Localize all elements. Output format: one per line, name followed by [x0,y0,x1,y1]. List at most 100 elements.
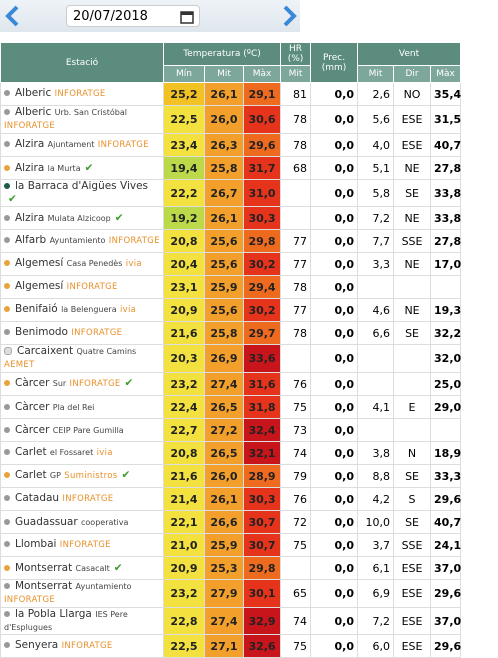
temp-cell: 26,5 [204,441,244,465]
station-cell: Benimodo INFORATGE [0,321,164,345]
value-cell: ESE [393,556,432,580]
temp-cell: 31,8 [242,395,282,419]
value-cell: 73 [280,418,312,442]
value-cell: 27,8 [430,156,461,180]
temp-cell: 22,5 [163,105,205,134]
station-name: Alberic [15,106,52,118]
temp-cell: 28,9 [242,464,282,488]
table-body: Alberic INFORATGE 25,2 26,1 29,1 81 0,0 2,6 NO 3… [0,82,461,658]
check-icon: ✔ [114,211,124,224]
status-dot [4,260,10,266]
station-cell: Carcaixent Quatre Camins AEMET [0,344,164,373]
station-row: Carlet el Fossaret ivia 20,8 26,5 32,1 74 0,0… [0,441,461,465]
temp-cell: 29,8 [242,229,282,253]
temp-cell: 25,3 [204,556,244,580]
station-name: Carcaixent [17,345,74,357]
value-cell: NO [393,82,432,106]
value-cell: 0,0 [310,607,359,635]
value-cell: 0,0 [310,395,359,419]
next-day[interactable] [278,4,300,28]
station-row: Alfarb Ayuntamiento INFORATGE 20,8 25,6 29,… [0,229,461,253]
station-name: Llombai [15,538,57,550]
station-row: Benifaió la Belenguera ivia 20,9 25,6 30,2 7… [0,298,461,322]
value-cell: 10,0 [357,510,395,534]
value-cell: NE [393,206,432,230]
value-cell: 6,6 [357,321,395,345]
station-name: Alberic [15,87,52,99]
calendar-icon[interactable] [180,10,194,24]
temp-cell: 26,0 [204,464,244,488]
temp-cell: 27,2 [204,418,244,442]
station-row: Algemesí Casa Penedès ivia 20,4 25,6 30,2 77… [0,252,461,276]
value-cell: 29,6 [430,487,461,511]
station-cell: Càrcer Sur INFORATGE ✔ [0,372,164,396]
temp-cell: 29,4 [242,275,282,299]
date-bar: 20/07/2018 [0,0,300,32]
temp-cell: 25,6 [204,298,244,322]
value-cell [357,344,395,373]
prev-day[interactable] [2,4,24,28]
value-cell: 0,0 [310,372,359,396]
value-cell: 35,4 [430,82,461,106]
th: Estació [0,42,164,83]
station-sub: cooperativa [81,517,129,527]
station-cell: Càrcer Pla del Rei [0,395,164,419]
station-sub: Mulata Alzicoop [47,213,111,223]
station-name: la Pobla Llarga [15,608,92,620]
value-cell [393,275,432,299]
value-cell: SSE [393,533,432,557]
station-sub: Ayuntamiento [75,582,132,591]
station-cell: Carlet el Fossaret ivia [0,441,164,465]
temp-cell: 26,1 [204,206,244,230]
station-row: la Barraca d'Aigües Vives ✔ 22,2 26,7 31,0 0… [0,179,461,207]
status-dot [4,541,10,547]
station-row: Catadau INFORATGE 21,4 26,1 30,3 76 0,0 4,2 S 29… [0,487,461,511]
station-source: INFORATGE [108,236,160,246]
status-dot [4,214,10,221]
value-cell: 79 [280,464,312,488]
station-name: Alzira [15,211,45,224]
value-cell: 0,0 [310,441,359,465]
status-dot [4,583,10,589]
value-cell: 7,2 [357,607,395,635]
temp-cell: 30,2 [242,298,282,322]
station-row: Alzira Mulata Alzicoop ✔ 19,2 26,1 30,3 0,0 7,… [0,206,461,230]
temp-cell: 32,1 [242,441,282,465]
value-cell [393,372,432,396]
status-dot [4,518,10,525]
date-input[interactable]: 20/07/2018 [66,5,200,27]
value-cell: 72 [280,510,312,534]
station-name: Carlet [15,446,47,458]
value-cell: 31,5 [430,105,461,134]
station-row: Montserrat Ayuntamiento INFORATGE 23,2 27,… [0,579,461,608]
temp-cell: 30,6 [242,105,282,134]
station-source: INFORATGE [97,140,149,150]
value-cell: NE [393,252,432,276]
station-source: AEMET [4,360,35,370]
check-icon: ✔ [121,469,131,481]
value-cell: SE [393,179,432,207]
station-row: Carcaixent Quatre Camins AEMET 20,3 26,9 33… [0,344,461,373]
station-name: Catadau [15,492,60,504]
th: HR (%) [280,42,312,66]
value-cell: 78 [280,275,312,299]
status-dot [4,237,10,243]
value-cell: 29,6 [430,634,461,658]
status-dot [4,183,10,189]
station-cell: la Barraca d'Aigües Vives ✔ [0,179,164,207]
value-cell: 7,2 [357,206,395,230]
value-cell: 78 [280,321,312,345]
temp-cell: 32,6 [242,634,282,658]
station-sub: Ayuntamiento [49,236,106,245]
temp-cell: 30,2 [242,252,282,276]
temp-cell: 25,9 [204,533,244,557]
value-cell: 81 [280,82,312,106]
value-cell: 0,0 [310,133,359,157]
status-dot [4,329,10,335]
station-sub: INFORATGE [62,494,114,504]
value-cell: 74 [280,607,312,635]
value-cell: 0,0 [310,105,359,134]
station-sub: Sur [52,379,67,388]
value-cell: 18,9 [430,441,461,465]
